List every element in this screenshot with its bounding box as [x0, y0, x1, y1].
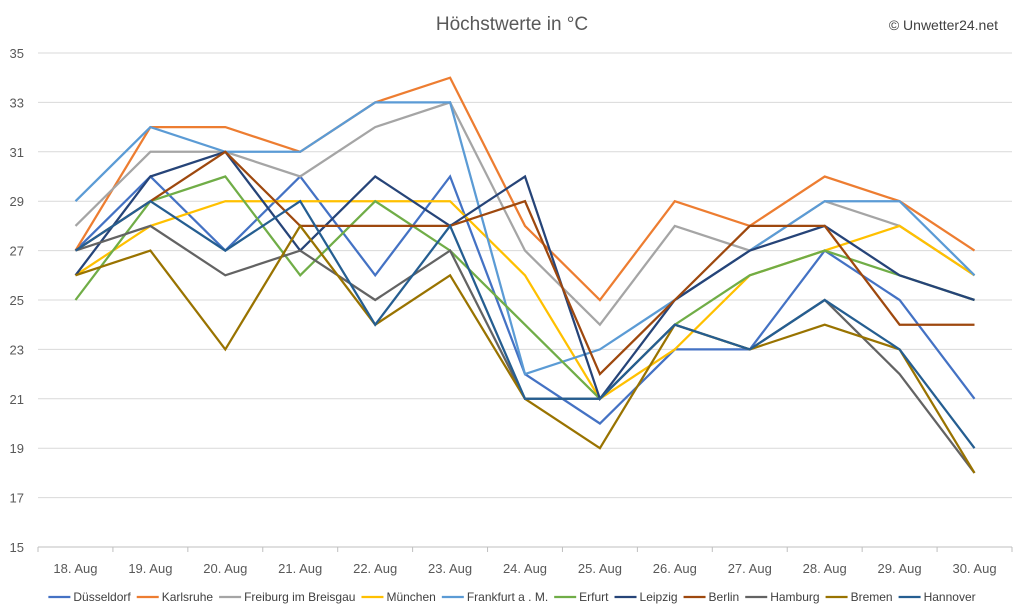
y-tick-label: 15 [10, 540, 24, 555]
legend-item: Hamburg [745, 590, 820, 604]
y-tick-label: 33 [10, 95, 24, 110]
y-tick-label: 31 [10, 145, 24, 160]
legend-item: Erfurt [554, 590, 609, 604]
x-tick-label: 22. Aug [353, 561, 397, 576]
legend-label: Bremen [851, 590, 893, 604]
legend-label: Karlsruhe [162, 590, 214, 604]
x-tick-label: 24. Aug [503, 561, 547, 576]
legend-label: Erfurt [579, 590, 609, 604]
legend-label: Leipzig [640, 590, 678, 604]
legend-item: Berlin [683, 590, 740, 604]
legend-item: Leipzig [614, 590, 678, 604]
legend-item: Hannover [898, 590, 976, 604]
x-tick-label: 23. Aug [428, 561, 472, 576]
legend-item: Bremen [825, 590, 893, 604]
x-tick-label: 19. Aug [128, 561, 172, 576]
chart-title: Höchstwerte in °C [436, 14, 588, 35]
legend: Düsseldorf Karlsruhe Freiburg im Breisgau M… [48, 590, 976, 604]
x-tick-label: 21. Aug [278, 561, 322, 576]
series-line-7 [74, 150, 975, 377]
series-line-5 [74, 175, 975, 401]
legend-label: Freiburg im Breisgau [244, 590, 355, 604]
legend-item: Düsseldorf [48, 590, 131, 604]
legend-label: Hannover [924, 590, 976, 604]
legend-label: Hamburg [770, 590, 819, 604]
y-tick-label: 21 [10, 392, 24, 407]
y-tick-label: 29 [10, 194, 24, 209]
axes: 15 17 19 21 23 25 27 29 31 33 35 18. Aug 19. Aug 20. … [10, 46, 1013, 576]
x-tick-label: 27. Aug [728, 561, 772, 576]
series-line-1 [74, 76, 976, 302]
x-tick-label: 20. Aug [203, 561, 247, 576]
series-line-2 [74, 101, 976, 327]
legend-label: Berlin [709, 590, 740, 604]
legend-item: München [361, 590, 436, 604]
x-tick-label: 29. Aug [878, 561, 922, 576]
legend-label: München [386, 590, 435, 604]
legend-item: Frankfurt a . M. [441, 590, 548, 604]
legend-label: Düsseldorf [73, 590, 131, 604]
x-tick-label: 30. Aug [952, 561, 996, 576]
x-tick-label: 25. Aug [578, 561, 622, 576]
series-lines [74, 76, 976, 474]
y-tick-label: 27 [10, 244, 24, 259]
y-tick-label: 19 [10, 441, 24, 456]
legend-item: Karlsruhe [136, 590, 214, 604]
chart-credit: © Unwetter24.net [889, 17, 998, 33]
x-tick-label: 26. Aug [653, 561, 697, 576]
x-tick-label: 18. Aug [53, 561, 97, 576]
y-tick-label: 17 [10, 491, 24, 506]
legend-item: Freiburg im Breisgau [219, 590, 355, 604]
y-tick-label: 25 [10, 293, 24, 308]
x-tick-label: 28. Aug [803, 561, 847, 576]
y-tick-label: 23 [10, 342, 24, 357]
legend-label: Frankfurt a . M. [467, 590, 548, 604]
series-line-4 [74, 101, 976, 376]
y-tick-label: 35 [10, 46, 24, 61]
series-line-10 [74, 199, 976, 449]
